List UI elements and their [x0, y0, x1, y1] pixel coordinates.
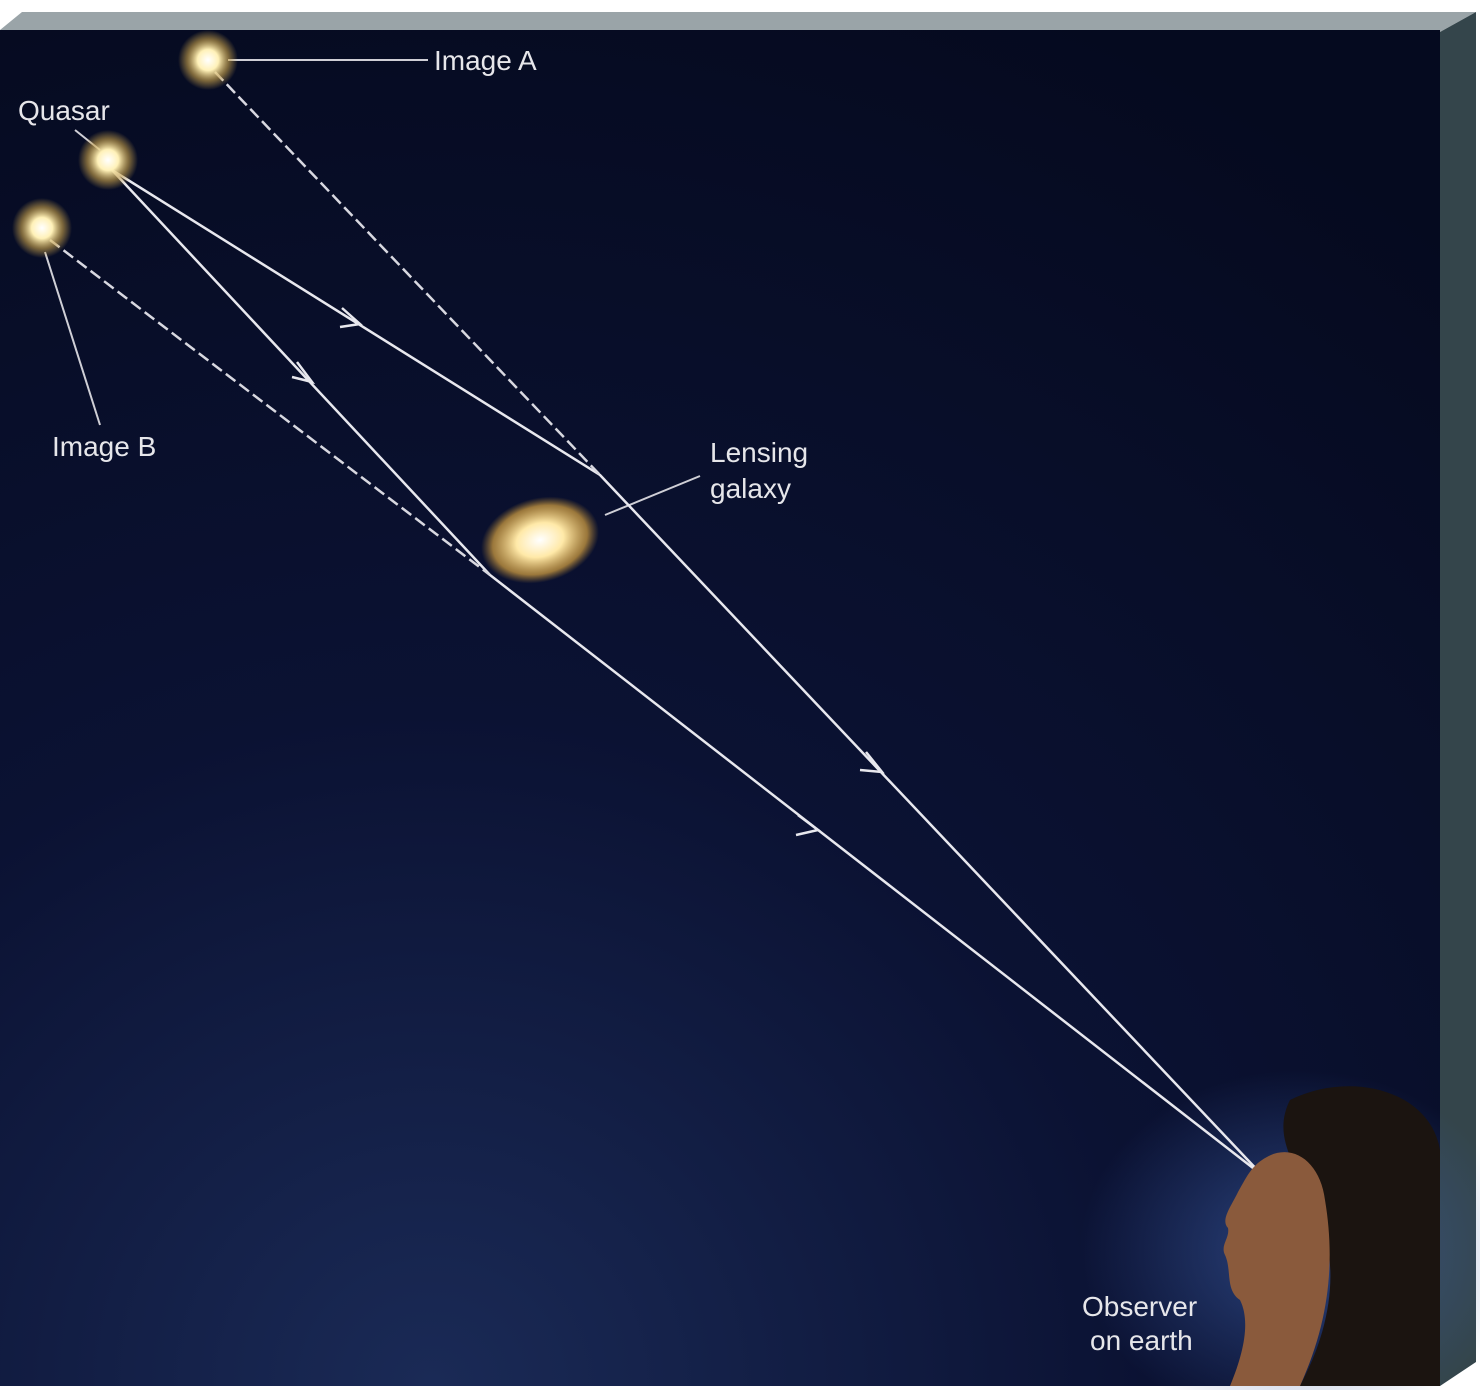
leader-line — [604, 475, 701, 516]
observer-face — [1223, 1152, 1330, 1386]
image-a-star — [178, 30, 238, 90]
observer-hair — [1283, 1086, 1440, 1386]
image-b-star — [12, 198, 72, 258]
apparent-ray — [49, 239, 491, 576]
board-top-edge — [0, 12, 1476, 32]
arrowhead — [795, 814, 821, 837]
leader-line — [44, 251, 101, 426]
label-observer: on earth — [1090, 1325, 1193, 1356]
arrowhead — [291, 361, 316, 385]
quasar-star — [78, 130, 138, 190]
apparent-ray — [214, 71, 601, 476]
label-image-a: Image A — [434, 45, 537, 76]
lensing-galaxy — [481, 496, 599, 584]
arrowhead — [859, 751, 885, 774]
arrowhead — [339, 307, 363, 329]
label-image-b: Image B — [52, 431, 156, 462]
label-lensing-galaxy: Lensing — [710, 437, 808, 468]
light-ray — [111, 168, 1263, 1176]
board-side-edge — [1440, 12, 1476, 1386]
label-quasar: Quasar — [18, 95, 110, 126]
label-lensing-galaxy: galaxy — [710, 473, 791, 504]
label-observer: Observer — [1082, 1291, 1197, 1322]
